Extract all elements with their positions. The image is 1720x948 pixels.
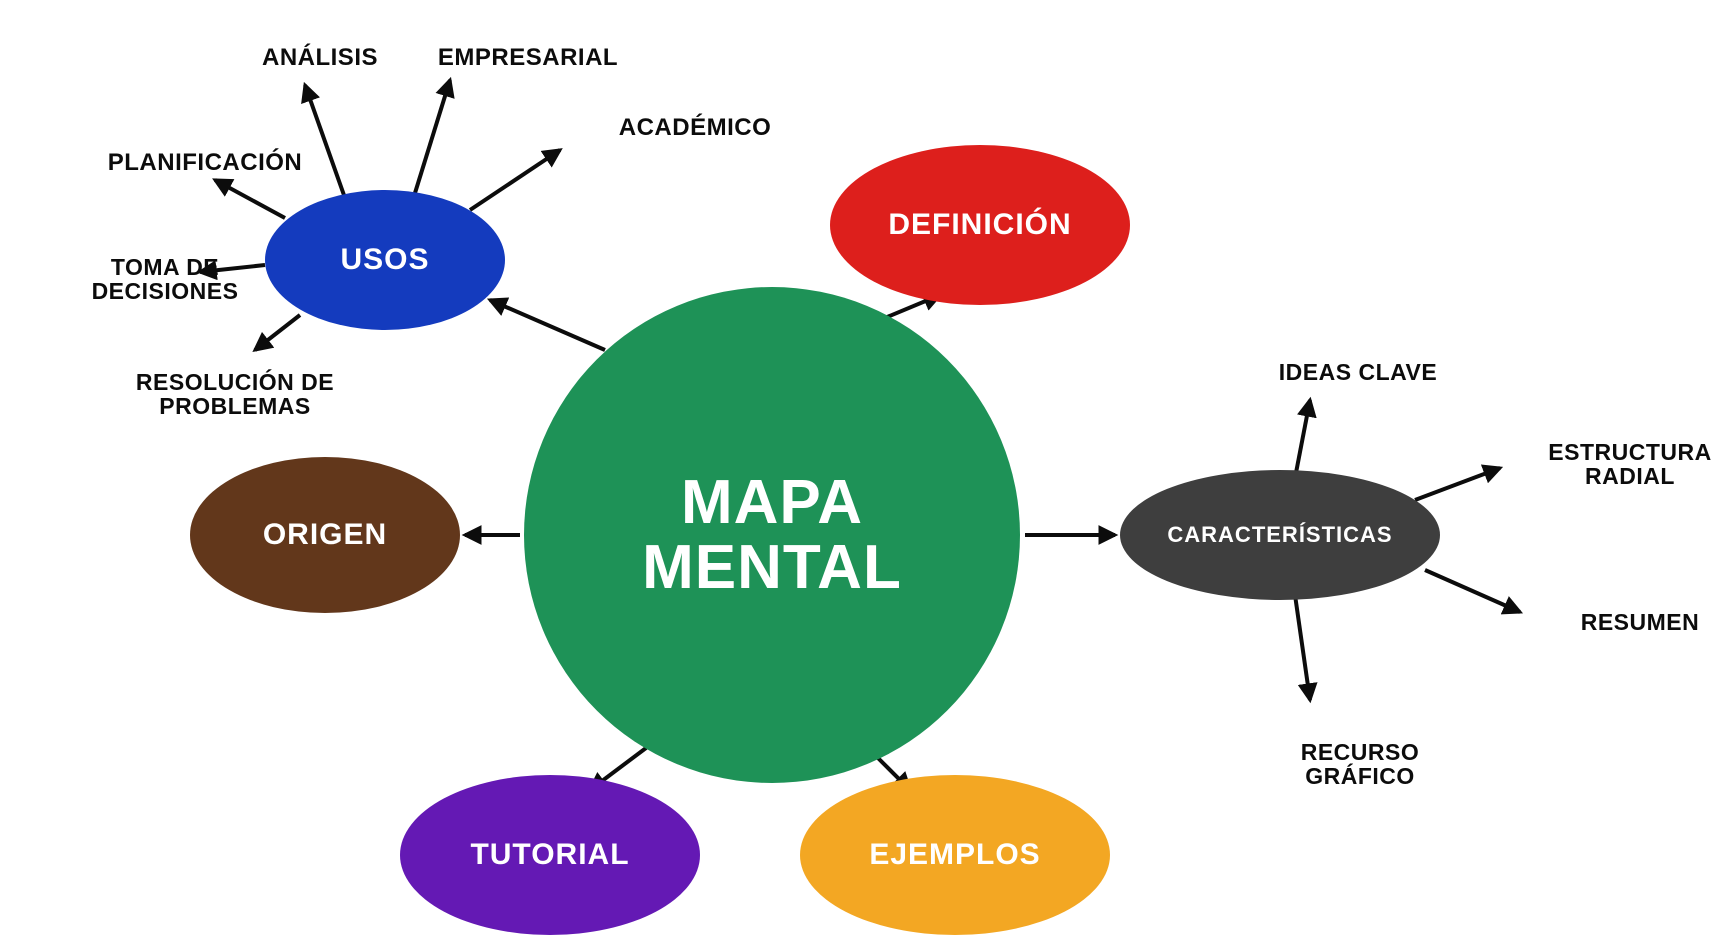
center-node: MAPA MENTAL <box>524 287 1020 783</box>
branch-ejemplos: EJEMPLOS <box>800 775 1110 935</box>
branch-origen: ORIGEN <box>190 457 460 613</box>
mindmap-stage: MAPA MENTAL DEFINICIÓN CARACTERÍSTICAS IDEA… <box>0 0 1720 948</box>
center-node-label: MAPA MENTAL <box>642 470 902 600</box>
leaf-label: ANÁLISIS <box>220 45 420 70</box>
branch-definicion: DEFINICIÓN <box>830 145 1130 305</box>
leaf-label: RECURSO GRÁFICO <box>1260 740 1460 788</box>
branch-tutorial: TUTORIAL <box>400 775 700 935</box>
leaf-label: PLANIFICACIÓN <box>75 150 335 175</box>
branch-origen-label: ORIGEN <box>263 519 387 551</box>
leaf-label: ESTRUCTURA RADIAL <box>1520 440 1720 488</box>
branch-caracteristicas-label: CARACTERÍSTICAS <box>1167 523 1392 546</box>
branch-definicion-label: DEFINICIÓN <box>888 209 1071 241</box>
leaf-label: TOMA DE DECISIONES <box>55 255 275 303</box>
leaf-label: IDEAS CLAVE <box>1258 360 1458 384</box>
leaf-label: RESUMEN <box>1540 610 1720 634</box>
leaf-label: RESOLUCIÓN DE PROBLEMAS <box>95 370 375 418</box>
leaf-label: EMPRESARIAL <box>408 45 648 70</box>
leaf-label: ACADÉMICO <box>575 115 815 140</box>
branch-caracteristicas: CARACTERÍSTICAS <box>1120 470 1440 600</box>
branch-ejemplos-label: EJEMPLOS <box>869 839 1040 871</box>
branch-usos: USOS <box>265 190 505 330</box>
branch-usos-label: USOS <box>340 244 429 276</box>
branch-tutorial-label: TUTORIAL <box>470 839 629 871</box>
